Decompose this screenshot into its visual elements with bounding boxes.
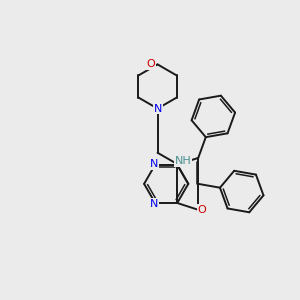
Text: O: O	[197, 205, 206, 215]
Text: N: N	[149, 159, 158, 169]
Text: NH: NH	[175, 156, 191, 167]
Text: N: N	[149, 199, 158, 208]
Text: O: O	[147, 59, 155, 69]
Text: N: N	[154, 103, 162, 114]
